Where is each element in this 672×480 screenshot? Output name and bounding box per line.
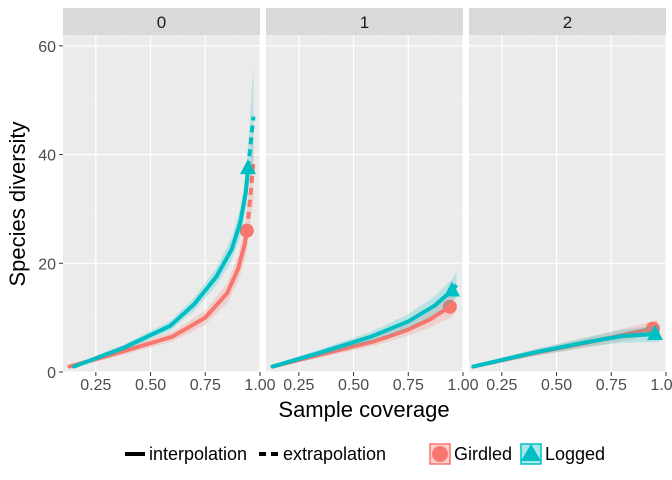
series-logged xyxy=(71,64,256,369)
line-interpolation xyxy=(67,228,249,369)
observed-point-girdled xyxy=(239,223,254,238)
facet-panels: 0 1 2 xyxy=(63,8,667,373)
legend-interpolation-label: interpolation xyxy=(149,444,247,464)
facet-strip-label: 0 xyxy=(157,13,166,32)
x-tick-label: 1.00 xyxy=(447,377,478,394)
facet-strip xyxy=(469,8,666,35)
y-tick-label: 60 xyxy=(38,39,56,56)
x-tick-label: 0.50 xyxy=(338,377,369,394)
line-interpolation xyxy=(471,331,658,369)
y-tick-label: 40 xyxy=(38,148,56,165)
x-tick-label: 1.00 xyxy=(244,377,275,394)
observed-point-logged xyxy=(444,281,461,297)
facet-strip xyxy=(266,8,463,35)
facet-panel-2: 2 xyxy=(469,8,667,373)
legend-logged-label: Logged xyxy=(545,444,605,464)
series-logged xyxy=(471,324,664,369)
panel-grid xyxy=(469,35,667,373)
x-tick-label: 0.75 xyxy=(190,377,221,394)
y-tick-label: 20 xyxy=(38,256,56,273)
panel-background xyxy=(63,35,260,372)
facet-strip-label: 1 xyxy=(360,13,369,32)
x-tick-label: 1.00 xyxy=(650,377,672,394)
x-tick-label: 0.25 xyxy=(80,377,111,394)
panel-background xyxy=(469,35,666,372)
x-axis-title: Sample coverage xyxy=(278,397,449,422)
series-logged xyxy=(270,271,461,369)
facet-panel-0: 0 xyxy=(63,8,261,373)
y-tick-label: 0 xyxy=(47,365,56,382)
facet-strip-label: 2 xyxy=(563,13,572,32)
line-interpolation xyxy=(71,166,250,369)
observed-point-logged xyxy=(239,159,256,175)
x-axis-ticks: 0.25 0.50 0.75 1.00 0.25 0.50 0.75 1.00 0.25 0.50… xyxy=(80,372,672,394)
x-tick-label: 0.50 xyxy=(541,377,572,394)
axes: 0 20 40 60 0.25 0.50 0.75 1.00 0.25 0.50 0.75 1.00… xyxy=(5,39,672,422)
facet-panel-1: 1 xyxy=(266,8,464,373)
panel-grid xyxy=(266,35,464,373)
y-axis-ticks: 0 20 40 60 xyxy=(38,39,63,382)
y-axis-title: Species diversity xyxy=(5,121,30,286)
legend-girdled-marker xyxy=(432,446,448,462)
observed-point-logged xyxy=(647,324,664,340)
x-tick-label: 0.75 xyxy=(596,377,627,394)
line-extrapolation xyxy=(245,116,256,169)
ci-band-interpolation xyxy=(69,211,247,369)
x-tick-label: 0.75 xyxy=(393,377,424,394)
legend-logged-marker xyxy=(521,444,541,461)
x-tick-label: 0.25 xyxy=(283,377,314,394)
legend-girdled-label: Girdled xyxy=(454,444,512,464)
facet-strip xyxy=(63,8,260,35)
legend: interpolation extrapolation Girdled Logg… xyxy=(125,443,605,465)
line-interpolation xyxy=(270,288,455,369)
observed-point-girdled xyxy=(442,299,457,314)
legend-extrapolation-label: extrapolation xyxy=(283,444,386,464)
x-tick-label: 0.25 xyxy=(486,377,517,394)
x-tick-label: 0.50 xyxy=(135,377,166,394)
